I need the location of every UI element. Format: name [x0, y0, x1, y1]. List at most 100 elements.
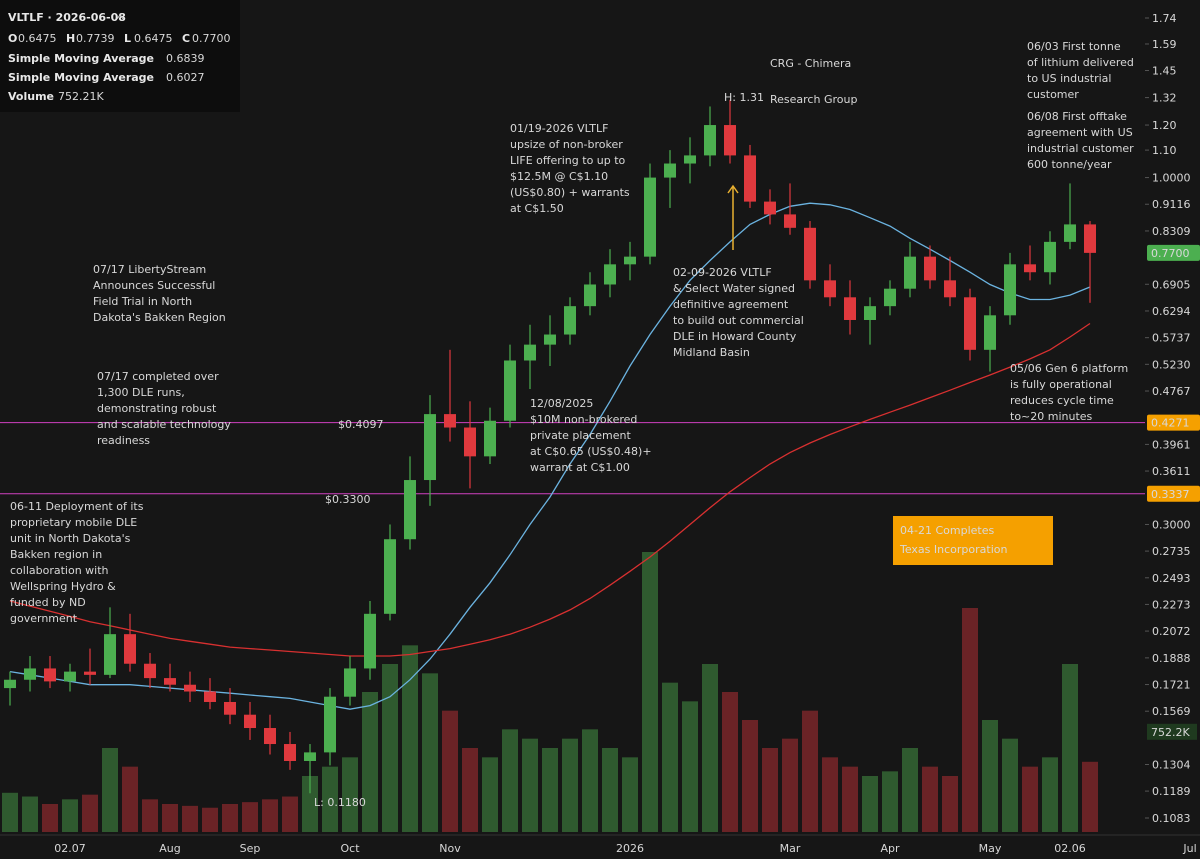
ohlc-label: H [66, 32, 75, 45]
volume-bar [562, 738, 578, 832]
volume-bar [302, 776, 318, 832]
candle-body [964, 297, 976, 350]
volume-bar [382, 664, 398, 832]
candle-body [984, 315, 996, 350]
volume-bar [62, 799, 78, 832]
candle-body [584, 284, 596, 307]
candle-body [264, 728, 276, 745]
annotation: 07/17 LibertyStream [93, 263, 206, 276]
annotation: 06-11 Deployment of its [10, 500, 144, 513]
y-tick-label: 1.59 [1152, 38, 1177, 51]
candle-body [424, 414, 436, 481]
annotation: DLE in Howard County [673, 330, 797, 343]
volume-bar [422, 673, 438, 832]
volume-bar [442, 710, 458, 832]
volume-bar [202, 807, 218, 832]
volume-bar [1002, 738, 1018, 832]
annotation: collaboration with [10, 564, 109, 577]
symbol: VLTLF · 2026-06-08 [8, 11, 126, 24]
y-tick-label: 1.45 [1152, 65, 1177, 78]
candle-body [764, 201, 776, 215]
x-tick-label: May [979, 842, 1002, 855]
y-tick-label: 0.2493 [1152, 572, 1191, 585]
annotation: 06/08 First offtake [1027, 110, 1127, 123]
y-tick-label: 0.1083 [1152, 812, 1191, 825]
annotation: Wellspring Hydro & [10, 580, 116, 593]
price-badge [1147, 414, 1200, 431]
y-tick-label: 0.4767 [1152, 385, 1191, 398]
annotation: private placement [530, 429, 631, 442]
candle-body [244, 714, 256, 729]
price-badge [1147, 485, 1200, 502]
candle-body [4, 679, 16, 689]
price-badge-label: 0.7700 [1151, 247, 1190, 260]
x-tick-label: Mar [780, 842, 801, 855]
ohlc-label: L [124, 32, 131, 45]
annotation: reduces cycle time [1010, 394, 1114, 407]
arrow [727, 184, 739, 250]
y-tick-label: 0.2072 [1152, 625, 1191, 638]
candle-body [664, 163, 676, 178]
y-tick-label: 0.1569 [1152, 705, 1191, 718]
y-tick-label: 0.1304 [1152, 758, 1191, 771]
price-line-label: $0.4097 [338, 418, 384, 431]
volume-bar [642, 552, 658, 832]
annotation: 06/03 First tonne [1027, 40, 1121, 53]
annotation: proprietary mobile DLE [10, 516, 137, 529]
annotation: industrial customer [1027, 142, 1134, 155]
annotation: to US industrial [1027, 72, 1111, 85]
candle-body [1004, 264, 1016, 316]
candle-body [684, 155, 696, 164]
volume-bar [882, 771, 898, 832]
annotation: customer [1027, 88, 1079, 101]
candle-body [724, 125, 736, 156]
y-tick-label: 0.6294 [1152, 305, 1191, 318]
x-tick-label: Oct [340, 842, 360, 855]
annotation: to~20 minutes [1010, 410, 1093, 423]
y-tick-label: 1.74 [1152, 12, 1177, 25]
volume-bar [922, 766, 938, 832]
candle-body [1024, 264, 1036, 273]
volume-bar [702, 664, 718, 832]
annotation: unit in North Dakota's [10, 532, 131, 545]
annotation: 12/08/2025 [530, 397, 593, 410]
candle-body [904, 256, 916, 289]
volume-bar [862, 776, 878, 832]
annotation: L: 0.1180 [314, 796, 366, 809]
annotation: Announces Successful [93, 279, 215, 292]
y-tick-label: 0.1721 [1152, 679, 1191, 692]
y-tick-label: 0.9116 [1152, 198, 1191, 211]
candle-body [344, 668, 356, 697]
x-tick-label: Sep [240, 842, 261, 855]
x-tick-label: 02.07 [54, 842, 86, 855]
axes: 1.74 1.59 1.45 1.32 1.20 1.10 1.0000 0.9116 0.83… [0, 12, 1200, 859]
volume-badge [1147, 723, 1197, 740]
candle-body [224, 701, 236, 715]
candle-body [1044, 241, 1056, 273]
volume-bar [602, 748, 618, 832]
volume-bar [742, 720, 758, 832]
candle-body [204, 691, 216, 702]
annotation: to build out commercial [673, 314, 804, 327]
x-tick-label: 2026 [616, 842, 644, 855]
candle-body [924, 256, 936, 281]
candle-body [1084, 224, 1096, 253]
annotation: Midland Basin [673, 346, 750, 359]
x-axis-strip [0, 835, 1200, 859]
ohlc-value: 0.6475 [18, 32, 57, 45]
annotation: 07/17 completed over [97, 370, 219, 383]
annotation: Dakota's Bakken Region [93, 311, 226, 324]
annotation: and scalable technology [97, 418, 231, 431]
sma-name: Simple Moving Average [8, 71, 154, 84]
x-tick-label: Aug [159, 842, 180, 855]
volume-badge-label: 752.2K [1151, 726, 1190, 739]
annotation: funded by ND [10, 596, 86, 609]
volume-bar [402, 645, 418, 832]
candle-body [184, 684, 196, 692]
volume-bar [1082, 761, 1098, 832]
annotation: demonstrating robust [97, 402, 217, 415]
volume-bar [22, 796, 38, 832]
y-tick-label: 1.10 [1152, 144, 1177, 157]
candle-body [544, 334, 556, 345]
collapse-icon[interactable] [116, 14, 124, 20]
